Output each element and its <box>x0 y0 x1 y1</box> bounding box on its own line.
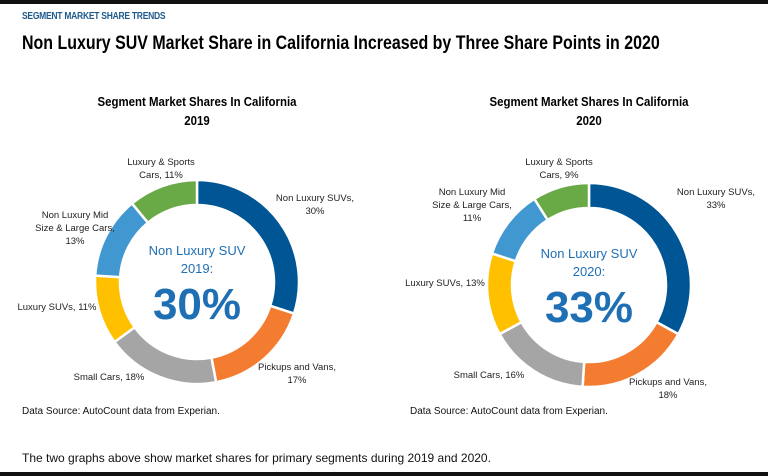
slice-label: Luxury SUVs, 13% <box>405 278 485 289</box>
donut-2019: Non Luxury SUVs, 30% Pickups and Vans, 17% S… <box>17 157 354 386</box>
slice-luxury-sports-cars <box>130 178 199 225</box>
slice-label: Luxury SUVs, 11% <box>17 302 97 313</box>
slice-label: Small Cars, 18% <box>74 372 145 383</box>
slice-label: Luxury & Sports Cars, 11% <box>127 157 195 181</box>
chart-subtitle: 2020 <box>576 113 602 128</box>
data-source-2020: Data Source: AutoCount data from Experia… <box>410 406 608 417</box>
chart-title-2019: Segment Market Shares In California 2019 <box>65 92 329 130</box>
center-value: 33% <box>545 283 633 332</box>
slice-label: Pickups and Vans, 17% <box>258 362 336 386</box>
slice-label: Non Luxury Mid Size & Large Cars, 13% <box>35 210 115 247</box>
chart-title-2020: Segment Market Shares In California 2020 <box>457 92 721 130</box>
slice-label: Luxury & Sports Cars, 9% <box>525 157 593 181</box>
chart-subtitle: 2019 <box>184 113 210 128</box>
slice-label: Non Luxury SUVs, 33% <box>677 187 755 211</box>
slice-luxury-sports-cars <box>532 181 591 222</box>
slice-luxury-suvs <box>93 274 137 344</box>
bottom-rule <box>0 472 768 476</box>
center-year: 2019: <box>181 261 214 276</box>
top-rule <box>0 0 768 4</box>
chart-title: Segment Market Shares In California <box>97 94 297 109</box>
slice-label: Pickups and Vans, 18% <box>629 377 707 401</box>
donut-2020: Non Luxury SUVs, 33% Pickups and Vans, 18% S… <box>405 157 755 401</box>
center-label: Non Luxury SUV <box>149 243 246 258</box>
center-label: Non Luxury SUV <box>541 246 638 261</box>
page-title: Non Luxury SUV Market Share in Californi… <box>22 33 660 54</box>
footer-note: The two graphs above show market shares … <box>22 451 491 465</box>
data-source-2019: Data Source: AutoCount data from Experia… <box>22 406 220 417</box>
slice-label: Non Luxury Mid Size & Large Cars, 11% <box>432 187 512 224</box>
center-year: 2020: <box>573 264 606 279</box>
slice-luxury-suvs <box>485 251 524 336</box>
center-value: 30% <box>153 280 241 329</box>
slice-label: Non Luxury SUVs, 30% <box>276 193 354 217</box>
chart-title: Segment Market Shares In California <box>489 94 689 109</box>
slice-label: Small Cars, 16% <box>454 370 525 381</box>
kicker: SEGMENT MARKET SHARE TRENDS <box>22 11 166 22</box>
